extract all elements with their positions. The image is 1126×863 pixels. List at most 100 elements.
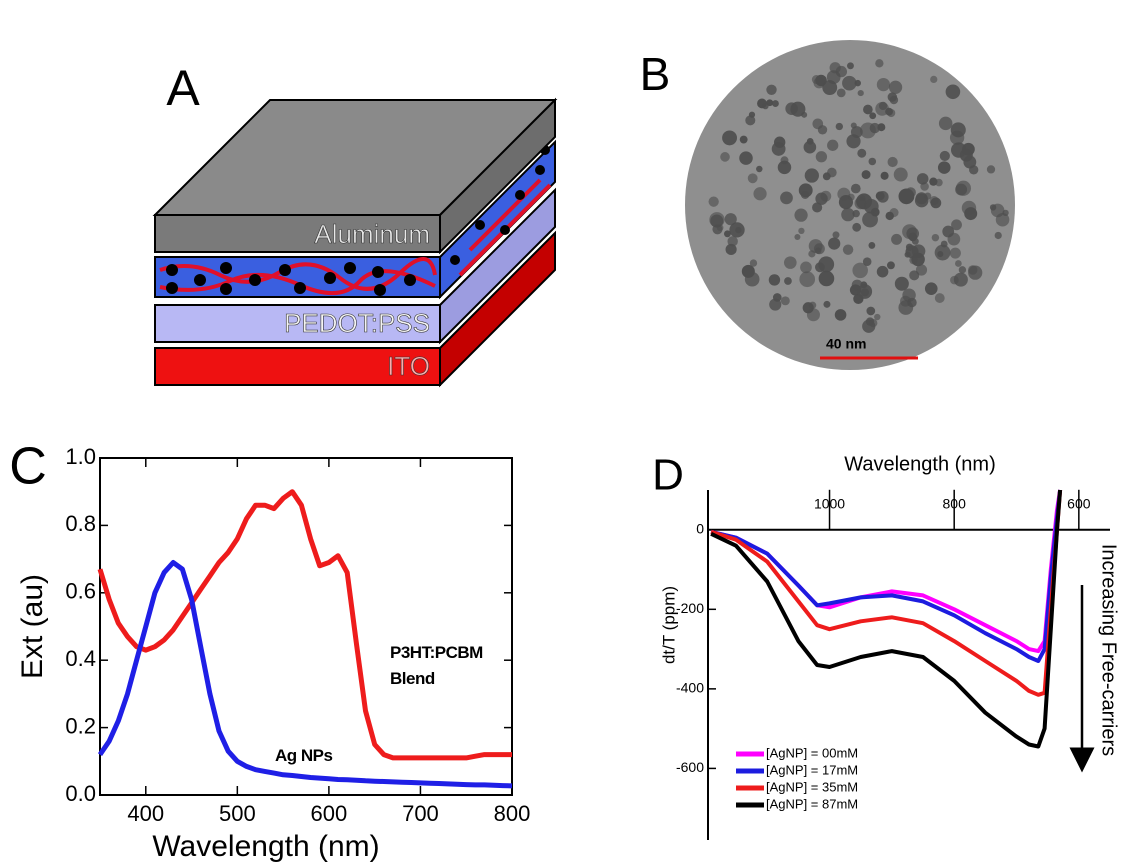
x-tick-label: 700 — [402, 801, 439, 826]
y-axis-title: Ext (au) — [16, 574, 49, 679]
x-tick-label: 800 — [943, 495, 967, 511]
particle — [808, 250, 816, 258]
particle — [852, 222, 862, 232]
particle — [739, 135, 748, 144]
particle — [915, 192, 928, 205]
legend-label: [AgNP] = 17mM — [766, 762, 858, 777]
particle — [863, 104, 873, 115]
particle — [747, 173, 758, 184]
particle — [800, 261, 812, 274]
micrograph: B 40 nm — [640, 40, 1015, 370]
x-tick-label: 500 — [219, 801, 256, 826]
particle — [803, 140, 817, 154]
y-tick-label: 1.0 — [65, 444, 96, 469]
particle — [953, 272, 968, 287]
particle — [818, 270, 835, 287]
particle — [908, 232, 918, 242]
particle — [762, 102, 769, 110]
particle — [955, 180, 972, 196]
particle — [866, 306, 876, 316]
particle — [832, 231, 840, 239]
y-tick-label: 0.2 — [65, 713, 96, 738]
particle — [886, 261, 895, 270]
particle — [842, 75, 857, 91]
particle — [794, 233, 801, 241]
particle — [768, 274, 781, 286]
data-line — [710, 489, 1063, 749]
particle — [822, 172, 831, 181]
particle — [720, 152, 730, 162]
data-line — [710, 489, 1063, 663]
particle — [876, 265, 889, 278]
particle — [930, 197, 942, 209]
data-line — [710, 489, 1063, 697]
particle — [753, 187, 767, 201]
particle — [815, 151, 828, 163]
particle — [861, 170, 871, 180]
particle — [745, 115, 756, 126]
particle — [836, 88, 846, 98]
particle — [780, 156, 789, 165]
panel-label: A — [166, 60, 200, 116]
particle — [876, 77, 891, 92]
particle — [823, 300, 831, 308]
particle — [835, 122, 843, 131]
particle — [887, 156, 898, 168]
particle — [814, 247, 822, 254]
aluminum-layer — [154, 214, 441, 253]
layer-label: ITO — [387, 351, 430, 381]
particle — [937, 161, 951, 174]
x-tick-label: 800 — [494, 801, 531, 826]
scale-bar-label: 40 nm — [826, 336, 866, 352]
particle — [841, 207, 855, 222]
particle — [955, 260, 962, 267]
particle — [891, 233, 902, 245]
particle — [905, 243, 914, 251]
data-line — [710, 489, 1063, 654]
particle — [854, 197, 867, 210]
particle — [794, 208, 808, 222]
y-tick-label: 0.0 — [65, 781, 96, 806]
legend-label: [AgNP] = 87mM — [766, 796, 858, 811]
layer-label: Aluminum — [314, 219, 430, 249]
nanoparticles — [166, 145, 550, 296]
particle — [885, 211, 894, 221]
particle — [880, 171, 889, 180]
annotation: Increasing Free-carriers — [1098, 544, 1120, 756]
particle — [868, 241, 876, 249]
particle — [756, 165, 763, 173]
particles — [708, 59, 1010, 333]
ito-layer — [154, 347, 441, 386]
particle — [874, 313, 881, 321]
particle — [842, 244, 854, 255]
particle — [818, 256, 835, 273]
particle — [748, 111, 756, 118]
particle — [828, 237, 841, 250]
panel-label: D — [652, 451, 684, 500]
particle — [785, 102, 798, 115]
particle — [850, 126, 863, 138]
particle — [723, 230, 731, 238]
particle — [889, 95, 899, 105]
particle — [898, 188, 915, 205]
particle — [811, 75, 821, 85]
pedot-layer — [154, 304, 441, 343]
particle — [834, 309, 847, 321]
particle — [968, 265, 983, 280]
particle — [916, 173, 929, 185]
particle — [710, 214, 724, 228]
particle — [708, 196, 719, 207]
particle — [857, 89, 864, 97]
particle — [724, 213, 737, 226]
particle — [857, 148, 867, 158]
particle — [994, 231, 1002, 240]
device-diagram: A Aluminum PEDOT:PSS ITO — [152, 60, 558, 388]
particle — [784, 256, 797, 269]
y-tick-label: -600 — [676, 759, 704, 775]
data-line — [97, 560, 513, 789]
particle — [862, 257, 872, 266]
y-axis-title: dt/T (ppm) — [659, 586, 678, 664]
particle — [838, 195, 854, 210]
data-line — [97, 489, 512, 761]
x-tick-label: 600 — [1067, 495, 1091, 511]
